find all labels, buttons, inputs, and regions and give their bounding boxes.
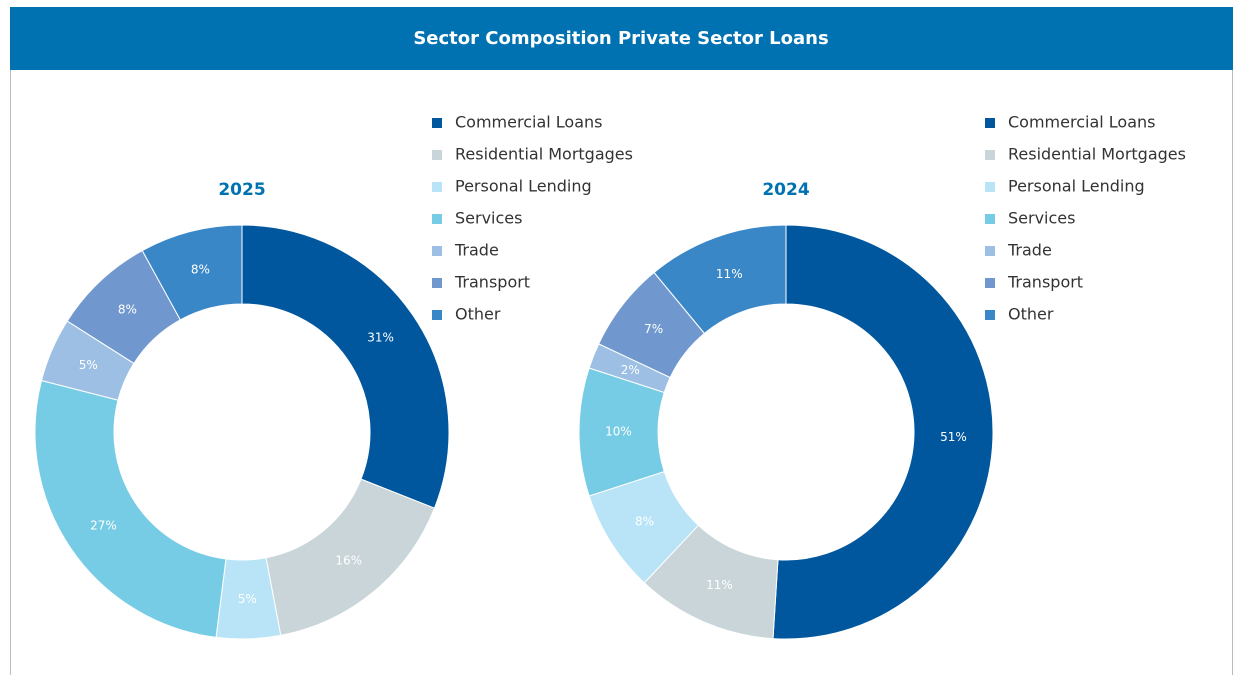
data-label: 8% [635,514,654,528]
legend-swatch [985,182,995,192]
data-label: 11% [706,578,733,592]
legend-swatch [985,214,995,224]
donut-slice [34,379,227,638]
data-label: 51% [940,430,967,444]
data-label: 16% [335,554,362,568]
legend-swatch [985,310,995,320]
legend-label: Personal Lending [1008,177,1145,196]
donut-title: 2025 [218,180,265,200]
data-label: 8% [191,262,210,276]
legend-label: Transport [454,273,530,292]
legend-label: Trade [454,241,499,260]
legend-label: Personal Lending [455,177,592,196]
legend-swatch [432,214,442,224]
legend-swatch [985,150,995,160]
legend-swatch [432,278,442,288]
legend-swatch [985,118,995,128]
legend-swatch [432,182,442,192]
legend-swatch [432,118,442,128]
legend-label: Trade [1007,241,1052,260]
legend-swatch [432,150,442,160]
legend-label: Commercial Loans [1008,113,1155,132]
legend-swatch [432,310,442,320]
legend-label: Other [455,305,501,324]
header-bar [10,7,1233,70]
chart-title: Sector Composition Private Sector Loans [413,28,828,49]
legend-label: Transport [1007,273,1083,292]
data-label: 31% [367,330,394,344]
donut-title: 2024 [762,180,809,200]
legend-label: Other [1008,305,1054,324]
legend-label: Residential Mortgages [455,145,633,164]
donut-slice [772,224,994,640]
legend-label: Services [1008,209,1075,228]
data-label: 7% [644,322,663,336]
data-label: 11% [716,267,743,281]
data-label: 5% [238,592,257,606]
donut-slice [653,224,787,335]
legend-label: Residential Mortgages [1008,145,1186,164]
legend-swatch [985,278,995,288]
data-label: 27% [90,519,117,533]
donut-slice [141,224,243,321]
donut-slice [241,224,450,509]
data-label: 10% [605,425,632,439]
legend-label: Commercial Loans [455,113,602,132]
legend-swatch [432,246,442,256]
data-label: 2% [621,363,640,377]
legend-label: Services [455,209,522,228]
data-label: 8% [118,302,137,316]
data-label: 5% [79,358,98,372]
legend-swatch [985,246,995,256]
